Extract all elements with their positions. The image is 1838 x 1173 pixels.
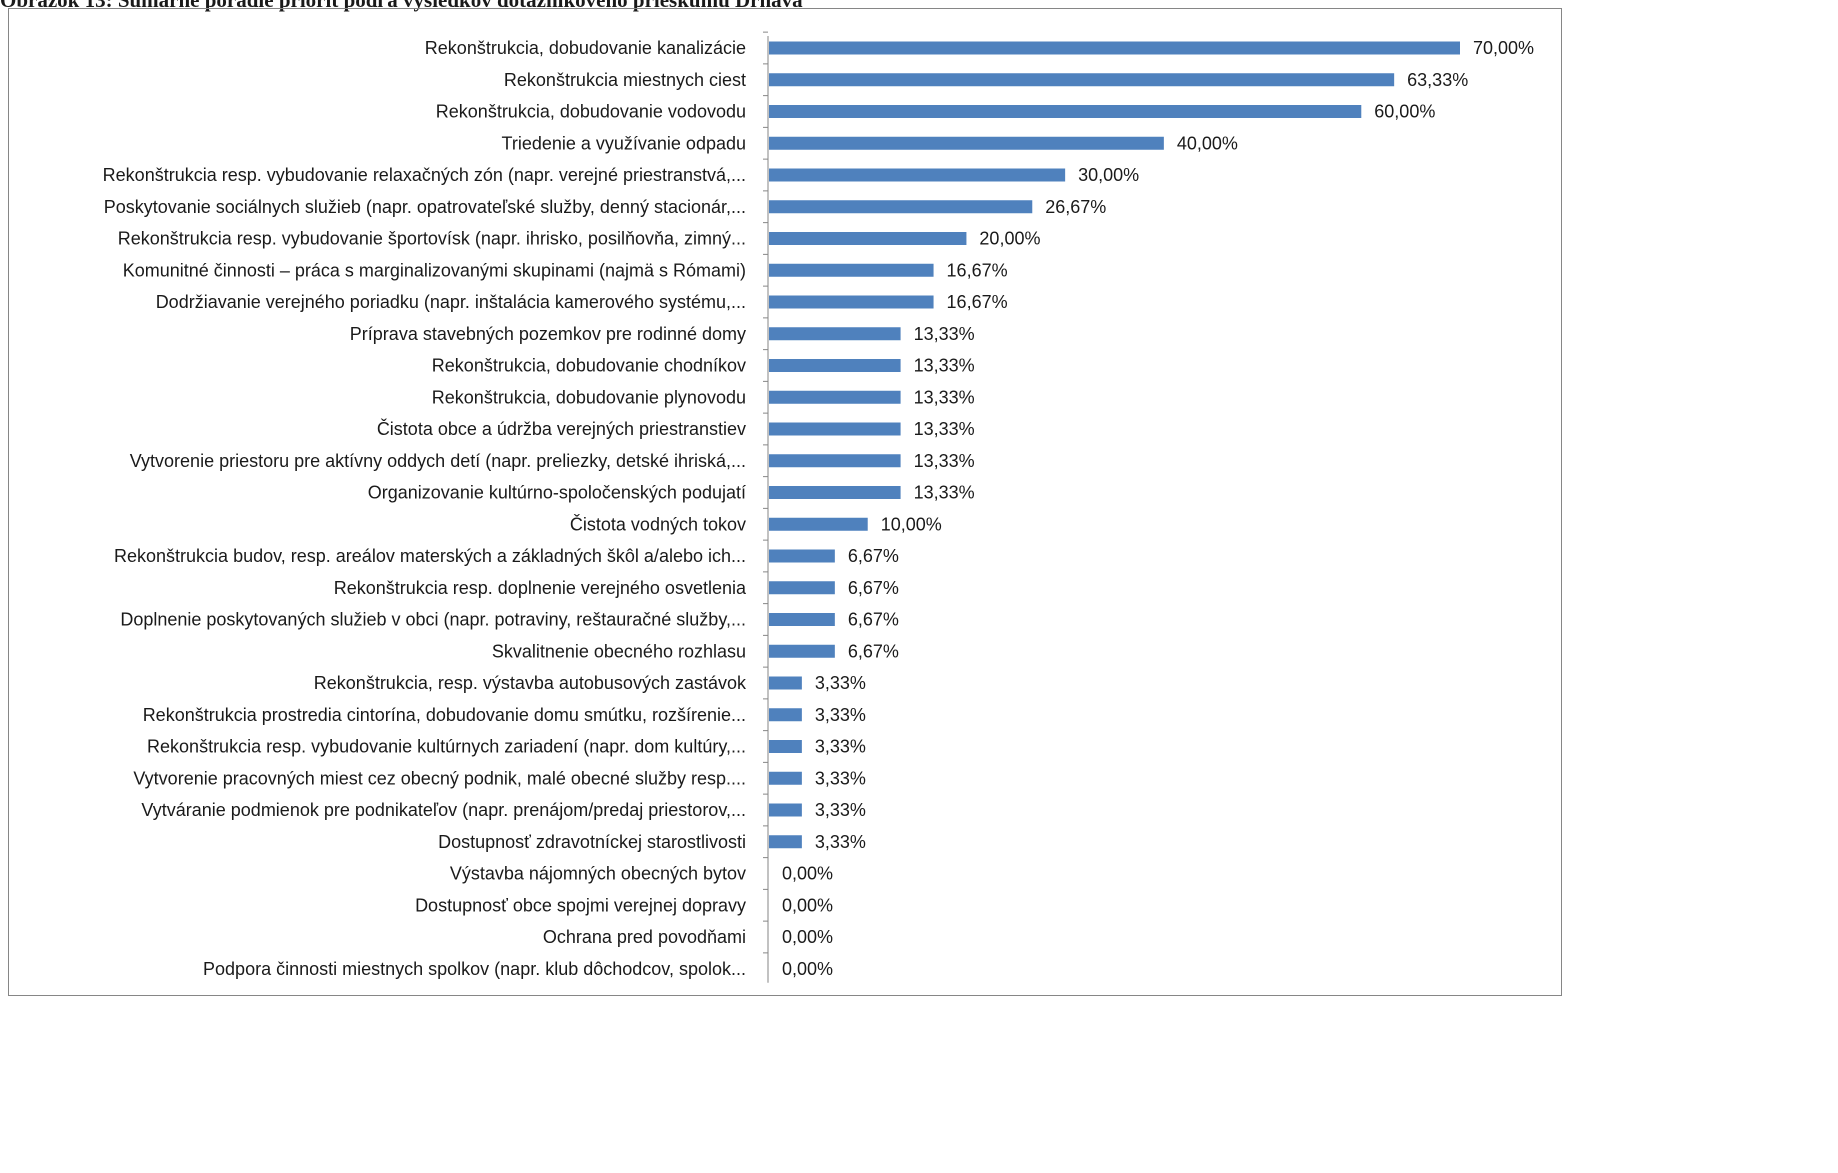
- bar: [769, 136, 1164, 150]
- bar: [769, 327, 901, 341]
- category-label: Dodržiavanie verejného poriadku (napr. i…: [156, 292, 746, 312]
- category-label: Vytvorenie priestoru pre aktívny oddych …: [130, 451, 746, 471]
- bar: [769, 73, 1395, 87]
- category-label: Komunitné činnosti – práca s marginalizo…: [123, 260, 746, 280]
- data-label: 13,33%: [914, 324, 975, 344]
- data-label: 3,33%: [815, 832, 866, 852]
- category-label: Rekonštrukcia, dobudovanie plynovodu: [432, 387, 746, 407]
- category-label: Vytvorenie pracovných miest cez obecný p…: [133, 768, 746, 788]
- category-label: Rekonštrukcia resp. vybudovanie relaxačn…: [103, 165, 746, 185]
- data-label: 3,33%: [815, 800, 866, 820]
- category-label: Príprava stavebných pozemkov pre rodinné…: [350, 324, 746, 344]
- data-label: 0,00%: [782, 895, 833, 915]
- data-label: 3,33%: [815, 673, 866, 693]
- bar: [769, 422, 901, 436]
- bar: [769, 232, 967, 245]
- bar: [769, 454, 901, 468]
- category-label: Výstavba nájomných obecných bytov: [450, 864, 746, 884]
- bar: [769, 390, 901, 404]
- category-label: Rekonštrukcia, dobudovanie vodovodu: [436, 102, 746, 122]
- bar: [769, 263, 934, 277]
- data-label: 3,33%: [815, 705, 866, 725]
- category-label: Dostupnosť obce spojmi verejnej dopravy: [415, 895, 746, 915]
- data-label: 13,33%: [914, 356, 975, 376]
- category-label: Poskytovanie sociálnych služieb (napr. o…: [104, 197, 746, 217]
- category-label: Rekonštrukcia prostredia cintorína, dobu…: [143, 705, 746, 725]
- category-label: Čistota obce a údržba verejných priestra…: [377, 418, 746, 439]
- data-label: 13,33%: [914, 419, 975, 439]
- data-label: 6,67%: [848, 578, 899, 598]
- bar: [769, 581, 835, 595]
- category-label: Ochrana pred povodňami: [543, 927, 746, 947]
- bar: [769, 708, 802, 722]
- category-label: Rekonštrukcia miestnych ciest: [504, 70, 746, 90]
- category-label: Rekonštrukcia, dobudovanie kanalizácie: [425, 38, 746, 58]
- category-label: Rekonštrukcia, dobudovanie chodníkov: [432, 356, 746, 376]
- bar: [769, 740, 802, 753]
- data-label: 13,33%: [914, 451, 975, 471]
- data-label: 3,33%: [815, 737, 866, 757]
- bar: [769, 549, 835, 563]
- bar: [769, 835, 802, 849]
- category-label: Doplnenie poskytovaných služieb v obci (…: [120, 610, 746, 630]
- bar: [769, 644, 835, 658]
- data-label: 30,00%: [1078, 165, 1139, 185]
- bar: [769, 359, 901, 372]
- bar: [769, 200, 1033, 214]
- bar: [769, 295, 934, 309]
- category-label: Triedenie a využívanie odpadu: [502, 133, 747, 153]
- bar-chart: Rekonštrukcia, dobudovanie kanalizácie 70…: [103, 31, 1534, 983]
- data-label: 13,33%: [914, 387, 975, 407]
- data-label: 10,00%: [881, 514, 942, 534]
- data-label: 6,67%: [848, 610, 899, 630]
- category-label: Organizovanie kultúrno-spoločenských pod…: [368, 483, 746, 503]
- bar: [769, 803, 802, 817]
- data-label: 0,00%: [782, 927, 833, 947]
- data-label: 26,67%: [1045, 197, 1106, 217]
- category-label: Podpora činnosti miestnych spolkov (napr…: [203, 959, 746, 979]
- bar: [769, 613, 835, 626]
- chart-frame: [8, 8, 1562, 996]
- data-label: 6,67%: [848, 546, 899, 566]
- data-label: 13,33%: [914, 483, 975, 503]
- category-label: Vytváranie podmienok pre podnikateľov (n…: [141, 800, 746, 820]
- bar: [769, 105, 1362, 118]
- data-label: 60,00%: [1374, 102, 1435, 122]
- category-label: Dostupnosť zdravotníckej starostlivosti: [438, 832, 746, 852]
- bar: [769, 486, 901, 499]
- category-label: Rekonštrukcia resp. doplnenie verejného …: [334, 578, 747, 598]
- category-label: Čistota vodných tokov: [570, 513, 746, 534]
- bar: [769, 676, 802, 690]
- data-label: 63,33%: [1407, 70, 1468, 90]
- bar: [769, 517, 868, 531]
- category-label: Skvalitnenie obecného rozhlasu: [492, 641, 746, 661]
- data-label: 0,00%: [782, 959, 833, 979]
- bar: [769, 168, 1066, 182]
- data-label: 16,67%: [947, 260, 1008, 280]
- bar: [769, 41, 1460, 55]
- data-label: 6,67%: [848, 641, 899, 661]
- category-label: Rekonštrukcia resp. vybudovanie kultúrny…: [147, 737, 746, 757]
- data-label: 40,00%: [1177, 133, 1238, 153]
- figure-caption: Obrázok 13: Sumárne poradie priorít podľ…: [0, 0, 803, 12]
- data-label: 0,00%: [782, 864, 833, 884]
- data-label: 70,00%: [1473, 38, 1534, 58]
- category-label: Rekonštrukcia budov, resp. areálov mater…: [114, 546, 746, 566]
- data-label: 20,00%: [979, 229, 1040, 249]
- category-label: Rekonštrukcia, resp. výstavba autobusový…: [314, 673, 747, 693]
- data-label: 3,33%: [815, 768, 866, 788]
- bar: [769, 771, 802, 785]
- category-label: Rekonštrukcia resp. vybudovanie športoví…: [118, 229, 746, 249]
- data-label: 16,67%: [947, 292, 1008, 312]
